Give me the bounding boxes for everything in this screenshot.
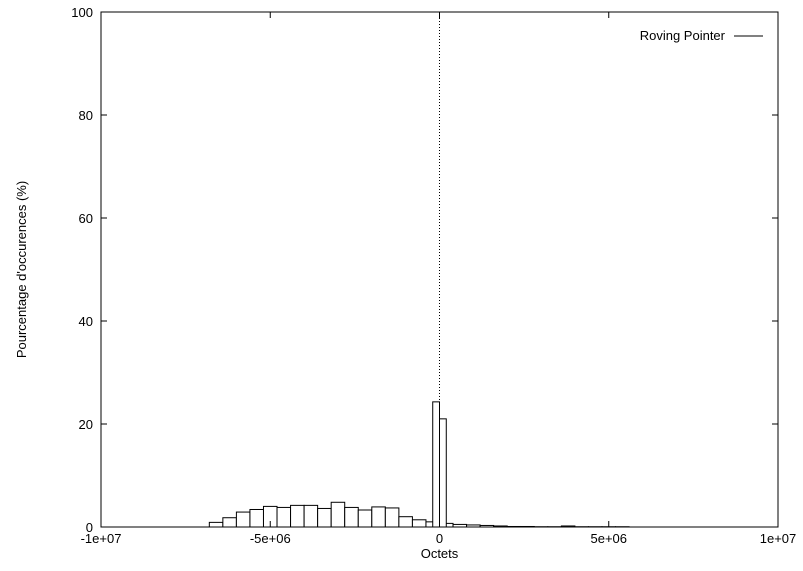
x-tick-label: -5e+06 — [250, 531, 291, 546]
histogram-bar — [290, 504, 305, 528]
histogram-bar — [344, 506, 359, 528]
histogram-bar — [432, 401, 441, 528]
histogram-bar — [371, 506, 386, 528]
x-tick-label: -1e+07 — [81, 531, 122, 546]
histogram-bar — [317, 507, 332, 528]
histogram-bar — [303, 504, 319, 528]
x-tick-label: 1e+07 — [760, 531, 797, 546]
x-tick-label: 0 — [436, 531, 443, 546]
histogram-bar — [411, 519, 427, 528]
histogram-bar — [249, 508, 264, 528]
x-axis-label: Octets — [421, 546, 459, 561]
y-tick-label: 60 — [79, 211, 93, 226]
y-axis-label: Pourcentage d'occurences (%) — [14, 181, 29, 358]
histogram-bar — [276, 506, 292, 528]
histogram-bar — [222, 517, 237, 528]
histogram-bar — [208, 521, 224, 528]
y-tick-label: 20 — [79, 417, 93, 432]
y-tick-label: 0 — [86, 520, 93, 535]
y-tick-label: 40 — [79, 314, 93, 329]
histogram-bar — [357, 509, 373, 528]
y-tick-label: 100 — [71, 5, 93, 20]
x-tick-label: 5e+06 — [590, 531, 627, 546]
y-tick-label: 80 — [79, 108, 93, 123]
histogram-bar — [384, 507, 400, 528]
legend-label: Roving Pointer — [640, 28, 726, 43]
ticks-layer: -1e+07 -5e+06 0 5e+06 1e+07 0 20 40 60 80 100 — [71, 5, 796, 546]
histogram-bar — [439, 418, 447, 528]
bars-layer — [208, 401, 630, 528]
histogram-bar — [235, 511, 251, 528]
histogram-bar — [330, 501, 346, 528]
legend: Roving Pointer — [640, 28, 763, 43]
histogram-bar — [398, 516, 413, 528]
